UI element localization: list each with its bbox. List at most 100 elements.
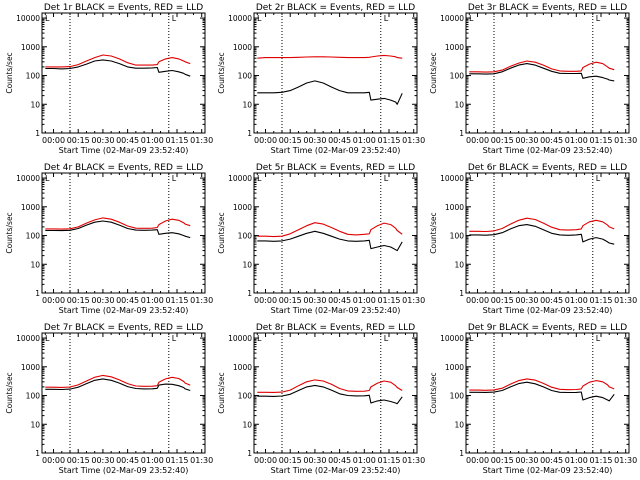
x-tick-label: 00:15 — [491, 296, 514, 305]
y-tick-label: 10000 — [440, 174, 464, 183]
y-tick-label: 100 — [26, 232, 41, 241]
lld-series-line — [45, 217, 191, 230]
x-tick-label: 00:30 — [515, 296, 538, 305]
corner-mark: L — [469, 14, 474, 23]
x-tick-label: 01:00 — [353, 296, 376, 305]
y-tick-label: 10000 — [228, 174, 252, 183]
x-tick-label: 00:45 — [328, 296, 351, 305]
plot-title: Det 2r BLACK = Events, RED = LLD — [256, 3, 415, 13]
y-tick-label: 10 — [454, 260, 464, 269]
x-tick-label: 01:00 — [565, 136, 588, 145]
corner-mark: L — [469, 334, 474, 343]
y-tick-label: 10000 — [440, 334, 464, 343]
x-tick-label: 00:00 — [466, 456, 489, 465]
y-axis-label: Counts/sec — [217, 212, 226, 253]
x-tick-label: 00:00 — [254, 296, 277, 305]
x-tick-label: 00:45 — [328, 136, 351, 145]
x-tick-label: 00:45 — [540, 136, 563, 145]
corner-mark: L — [469, 174, 474, 183]
corner-mark: L — [45, 14, 50, 23]
x-tick-label: 01:30 — [614, 456, 637, 465]
y-tick-label: 10 — [242, 260, 252, 269]
y-tick-label: 100 — [26, 392, 41, 401]
x-tick-label: 00:30 — [91, 456, 114, 465]
x-tick-label: 00:15 — [491, 136, 514, 145]
lld-series-line — [45, 54, 191, 68]
events-series-line — [469, 381, 615, 402]
y-axis-label: Counts/sec — [429, 212, 438, 253]
events-series-line — [257, 80, 403, 105]
x-tick-label: 01:15 — [165, 136, 188, 145]
y-tick-label: 1000 — [445, 43, 464, 52]
x-axis-label: Start Time (02-Mar-09 23:52:40) — [59, 466, 189, 475]
y-tick-label: 10 — [30, 420, 40, 429]
x-tick-label: 00:45 — [540, 456, 563, 465]
y-tick-label: 10 — [30, 260, 40, 269]
y-tick-label: 1000 — [445, 363, 464, 372]
x-tick-label: 00:00 — [466, 136, 489, 145]
x-axis-label: Start Time (02-Mar-09 23:52:40) — [271, 146, 401, 155]
plot-frame — [253, 332, 418, 454]
lld-series-line — [469, 217, 615, 233]
x-tick-label: 01:15 — [377, 296, 400, 305]
plot-title: Det 1r BLACK = Events, RED = LLD — [44, 3, 203, 13]
x-tick-label: 00:30 — [91, 136, 114, 145]
x-tick-label: 01:30 — [190, 136, 213, 145]
plot-frame — [253, 12, 418, 134]
y-tick-label: 10000 — [16, 334, 40, 343]
x-tick-label: 01:00 — [353, 136, 376, 145]
x-tick-label: 01:30 — [190, 296, 213, 305]
x-tick-label: 00:15 — [279, 296, 302, 305]
x-tick-label: 01:30 — [614, 136, 637, 145]
corner-mark: L — [596, 14, 601, 23]
x-tick-label: 00:30 — [515, 136, 538, 145]
lld-series-line — [257, 222, 403, 238]
y-tick-label: 1 — [459, 289, 464, 298]
y-tick-label: 1000 — [21, 43, 40, 52]
x-tick-label: 00:15 — [67, 456, 90, 465]
plot-frame — [465, 12, 630, 134]
corner-mark: L — [257, 174, 262, 183]
y-tick-label: 10 — [242, 100, 252, 109]
x-tick-label: 00:30 — [303, 296, 326, 305]
plot-title: Det 5r BLACK = Events, RED = LLD — [256, 163, 415, 173]
y-tick-label: 100 — [26, 72, 41, 81]
y-tick-label: 100 — [238, 392, 253, 401]
x-tick-label: 00:45 — [540, 296, 563, 305]
y-tick-label: 10000 — [16, 174, 40, 183]
y-tick-label: 100 — [238, 232, 253, 241]
y-tick-label: 1 — [35, 129, 40, 138]
x-tick-label: 00:45 — [116, 136, 139, 145]
y-tick-label: 10 — [454, 420, 464, 429]
corner-mark: L — [384, 14, 389, 23]
x-tick-label: 00:00 — [42, 456, 65, 465]
y-tick-label: 100 — [238, 72, 253, 81]
x-tick-label: 00:00 — [254, 136, 277, 145]
x-tick-label: 00:30 — [91, 296, 114, 305]
events-series-line — [257, 230, 403, 252]
y-tick-label: 1000 — [21, 363, 40, 372]
x-tick-label: 01:30 — [190, 456, 213, 465]
y-axis-label: Counts/sec — [5, 372, 14, 413]
x-tick-label: 00:15 — [67, 296, 90, 305]
x-tick-label: 00:00 — [42, 296, 65, 305]
x-axis-label: Start Time (02-Mar-09 23:52:40) — [483, 306, 613, 315]
plot-frame — [41, 172, 206, 294]
x-tick-label: 00:30 — [303, 136, 326, 145]
x-tick-label: 01:30 — [614, 296, 637, 305]
y-tick-label: 1000 — [21, 203, 40, 212]
x-tick-label: 00:15 — [279, 456, 302, 465]
corner-mark: L — [384, 174, 389, 183]
lld-series-line — [469, 60, 615, 73]
y-tick-label: 1 — [459, 129, 464, 138]
y-tick-label: 1000 — [233, 203, 252, 212]
x-axis-label: Start Time (02-Mar-09 23:52:40) — [483, 146, 613, 155]
y-tick-label: 1000 — [233, 363, 252, 372]
